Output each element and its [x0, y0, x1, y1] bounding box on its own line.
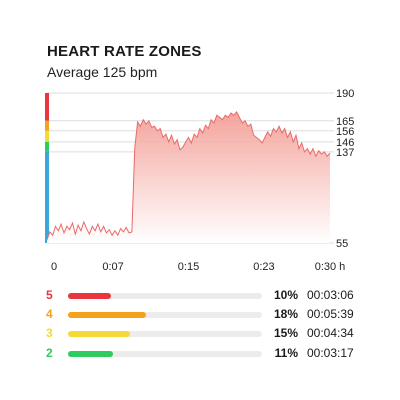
zone-bar-track [68, 312, 262, 318]
chart-title: HEART RATE ZONES [47, 43, 202, 60]
zone-time: 00:05:39 [307, 307, 354, 321]
y-tick-label: 190 [336, 88, 354, 100]
zone-number: 5 [46, 288, 53, 302]
zone-band-segment [45, 93, 49, 121]
y-tick-label: 137 [336, 147, 354, 159]
average-heart-rate: Average 125 bpm [47, 64, 158, 80]
zone-number: 2 [46, 346, 53, 360]
zone-row: 3 15% 00:04:34 [0, 326, 400, 342]
y-tick-label: 146 [336, 137, 354, 149]
zone-bar-fill [68, 312, 146, 318]
y-tick-label: 156 [336, 126, 354, 138]
heart-rate-line [46, 111, 331, 240]
x-tick-label: 0:23 [253, 261, 274, 273]
zone-time: 00:04:34 [307, 326, 354, 340]
y-tick-label: 55 [336, 238, 348, 250]
zone-color-band [45, 93, 49, 243]
zone-bar-fill [68, 293, 111, 299]
zone-percent: 11% [274, 346, 298, 360]
zone-time: 00:03:06 [307, 288, 354, 302]
x-tick-label: 0:30 h [315, 261, 346, 273]
zone-row: 5 10% 00:03:06 [0, 288, 400, 304]
zone-row: 2 11% 00:03:17 [0, 346, 400, 362]
zone-bar-track [68, 351, 262, 357]
y-tick-label: 165 [336, 116, 354, 128]
zone-percent: 15% [273, 326, 298, 340]
zone-bar-fill [68, 351, 113, 357]
zone-number: 4 [46, 307, 53, 321]
zone-band-segment [45, 151, 49, 243]
zone-percent: 10% [273, 288, 298, 302]
zone-row: 4 18% 00:05:39 [0, 307, 400, 323]
zone-band-segment [45, 130, 49, 142]
x-axis-ticks: 0 0:07 0:15 0:23 0:30 h [51, 261, 345, 273]
zone-band-segment [45, 120, 49, 131]
zone-percent: 18% [273, 307, 298, 321]
zone-time: 00:03:17 [307, 346, 354, 360]
zone-bar-track [68, 293, 262, 299]
zone-bar-fill [68, 331, 131, 337]
x-tick-label: 0 [51, 261, 57, 273]
x-tick-label: 0:07 [102, 261, 123, 273]
zone-bar-track [68, 331, 262, 337]
heart-rate-area [47, 111, 330, 244]
x-tick-label: 0:15 [178, 261, 199, 273]
zone-number: 3 [46, 326, 53, 340]
zone-band-segment [45, 141, 49, 152]
